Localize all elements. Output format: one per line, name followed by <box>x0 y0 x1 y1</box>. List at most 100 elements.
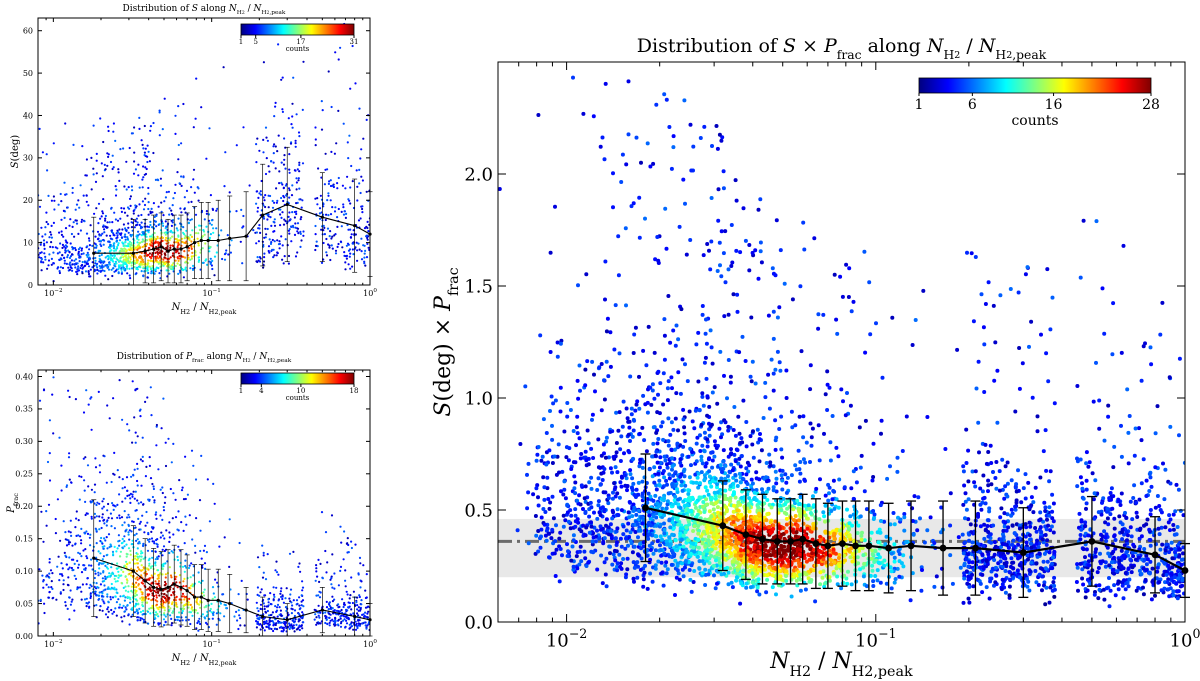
scatter-point <box>294 226 297 229</box>
scatter-point <box>151 253 154 256</box>
scatter-point <box>235 144 238 147</box>
trend-marker <box>244 608 248 612</box>
scatter-point <box>40 226 43 229</box>
scatter-point <box>147 559 150 562</box>
scatter-point <box>203 218 206 221</box>
scatter-point <box>110 525 113 528</box>
scatter-point <box>77 250 80 253</box>
scatter-point <box>149 220 152 223</box>
scatter-point <box>58 436 61 439</box>
scatter-point <box>101 500 104 503</box>
scatter-point <box>195 599 198 602</box>
scatter-point <box>196 612 199 615</box>
scatter-point <box>192 178 195 181</box>
scatter-point <box>603 297 607 302</box>
scatter-point <box>120 516 124 519</box>
scatter-point <box>161 518 164 521</box>
scatter-point <box>110 229 113 232</box>
scatter-point <box>771 464 776 469</box>
scatter-point <box>329 179 332 182</box>
scatter-point <box>139 617 142 620</box>
scatter-point <box>161 567 164 571</box>
scatter-point <box>126 581 129 584</box>
scatter-point <box>287 215 290 218</box>
scatter-point <box>358 619 361 622</box>
scatter-point <box>361 207 364 211</box>
scatter-point <box>95 542 98 545</box>
scatter-point <box>156 600 159 603</box>
trend-marker <box>244 234 248 238</box>
scatter-point <box>774 481 779 486</box>
scatter-point <box>364 624 367 627</box>
scatter-point <box>113 211 116 214</box>
scatter-point <box>290 612 293 615</box>
scatter-point <box>180 175 183 178</box>
scatter-point <box>192 264 195 267</box>
scatter-point <box>146 276 149 279</box>
scatter-point <box>82 252 85 255</box>
scatter-point <box>259 257 262 260</box>
scatter-point <box>44 258 47 261</box>
scatter-point <box>161 486 164 489</box>
scatter-point <box>127 524 130 527</box>
scatter-point <box>1097 583 1102 588</box>
scatter-point <box>97 269 100 272</box>
scatter-point <box>205 605 208 608</box>
trend-marker <box>228 601 232 606</box>
scatter-point <box>196 237 199 240</box>
scatter-point <box>126 553 129 556</box>
scatter-point <box>329 578 332 581</box>
scatter-point <box>42 239 46 242</box>
scatter-point <box>54 517 57 521</box>
scatter-point <box>175 241 178 244</box>
scatter-point <box>240 208 243 211</box>
scatter-point <box>574 554 579 559</box>
scatter-point <box>334 249 338 252</box>
scatter-point <box>96 262 99 265</box>
scatter-point <box>74 577 78 580</box>
scatter-point <box>112 247 116 250</box>
scatter-point <box>151 604 154 607</box>
scatter-point <box>269 592 272 595</box>
scatter-point <box>354 82 357 85</box>
scatter-point <box>202 549 205 552</box>
scatter-point <box>365 627 368 630</box>
scatter-point <box>177 105 180 108</box>
scatter-point <box>199 606 202 609</box>
scatter-point <box>255 242 258 245</box>
scatter-point <box>93 491 96 494</box>
scatter-point <box>274 605 277 608</box>
scatter-point <box>267 206 270 209</box>
scatter-point <box>298 596 301 599</box>
scatter-point <box>172 262 175 265</box>
scatter-point <box>272 152 275 155</box>
scatter-point <box>210 223 213 226</box>
scatter-point <box>342 619 345 622</box>
scatter-point <box>356 612 359 615</box>
scatter-point <box>45 211 48 214</box>
scatter-point <box>323 233 326 236</box>
scatter-point <box>133 266 136 269</box>
scatter-point <box>74 542 77 545</box>
scatter-point <box>111 612 114 615</box>
scatter-point <box>288 153 291 156</box>
scatter-point <box>318 616 321 619</box>
scatter-point <box>151 239 154 242</box>
scatter-point <box>167 190 170 193</box>
scatter-point <box>98 233 101 236</box>
scatter-point <box>188 586 191 589</box>
scatter-point <box>102 140 105 144</box>
scatter-point <box>349 186 352 189</box>
scatter-point <box>152 487 155 491</box>
scatter-point <box>138 555 141 558</box>
scatter-point <box>297 612 300 615</box>
scatter-point <box>361 622 364 625</box>
scatter-point <box>150 530 153 533</box>
scatter-point <box>910 571 915 576</box>
scatter-point <box>355 169 358 172</box>
scatter-point <box>271 611 274 614</box>
scatter-point <box>38 205 42 208</box>
scatter-point <box>715 146 720 151</box>
scatter-point <box>320 100 323 103</box>
scatter-point <box>164 562 167 565</box>
